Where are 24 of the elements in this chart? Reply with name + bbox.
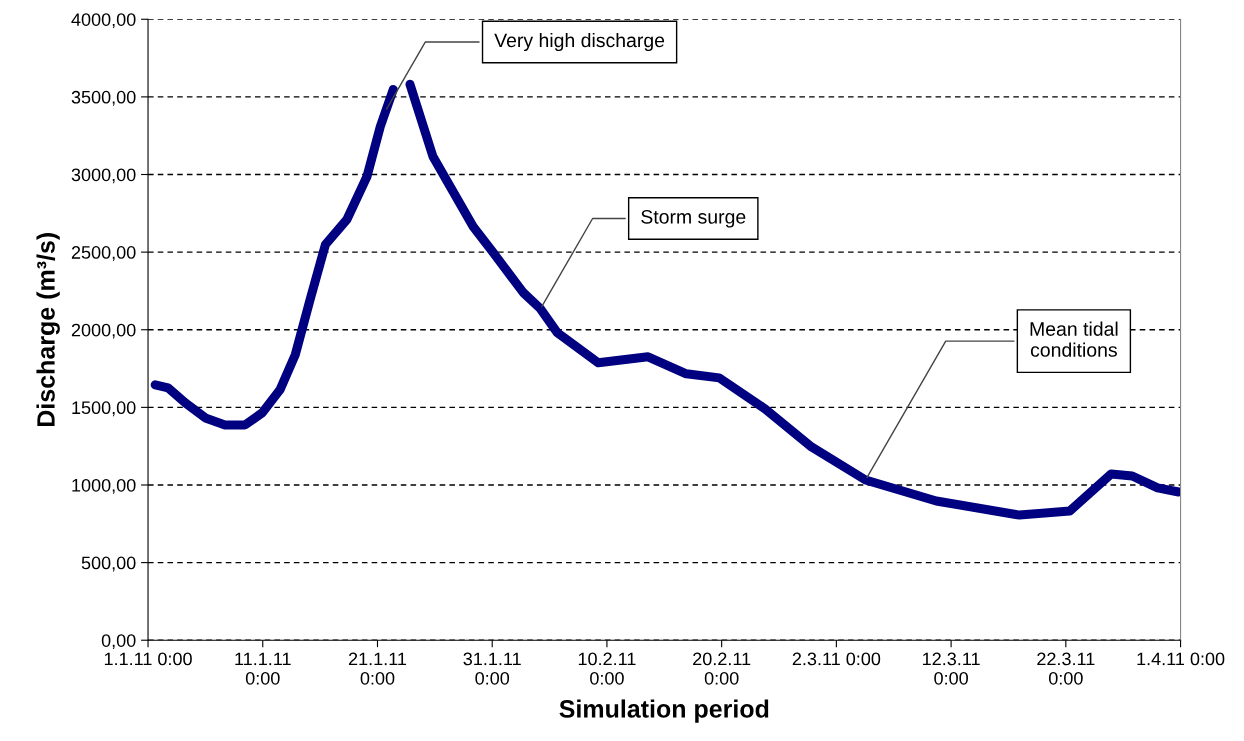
x-tick-label: 31.1.11 0:00 <box>463 652 521 685</box>
y-tick-label: 4000,00 <box>71 13 136 29</box>
x-tick-label: 1.4.11 0:00 <box>1137 652 1225 666</box>
y-tick-label: 0,00 <box>101 634 136 650</box>
x-tick-label: 21.1.11 0:00 <box>348 652 407 685</box>
y-tick-label: 2000,00 <box>71 323 136 339</box>
x-tick-label: 11.1.11 0:00 <box>235 652 291 685</box>
x-tick-label: 12.3.11 0:00 <box>923 652 980 685</box>
y-axis-title: Discharge (m³/s) <box>36 233 60 427</box>
x-tick-label: 10.2.11 0:00 <box>578 652 636 685</box>
annotation: Storm surge <box>641 209 746 228</box>
x-tick-label: 22.3.11 0:00 <box>1037 652 1095 685</box>
x-tick-label: 1.1.11 0:00 <box>104 652 192 666</box>
y-tick-label: 1500,00 <box>72 401 136 417</box>
x-tick-label: 20.2.11 0:00 <box>693 652 751 685</box>
x-axis-title: Simulation period <box>559 699 769 723</box>
y-tick-label: 3500,00 <box>71 90 136 106</box>
annotation: Mean tidal conditions <box>1030 321 1118 357</box>
y-tick-label: 500,00 <box>81 556 136 572</box>
y-tick-label: 3000,00 <box>71 168 136 184</box>
annotation: Very high discharge <box>494 32 665 52</box>
y-tick-label: 1000,00 <box>72 478 136 494</box>
x-tick-label: 2.3.11 0:00 <box>792 652 881 666</box>
y-tick-label: 2500,00 <box>71 246 136 261</box>
